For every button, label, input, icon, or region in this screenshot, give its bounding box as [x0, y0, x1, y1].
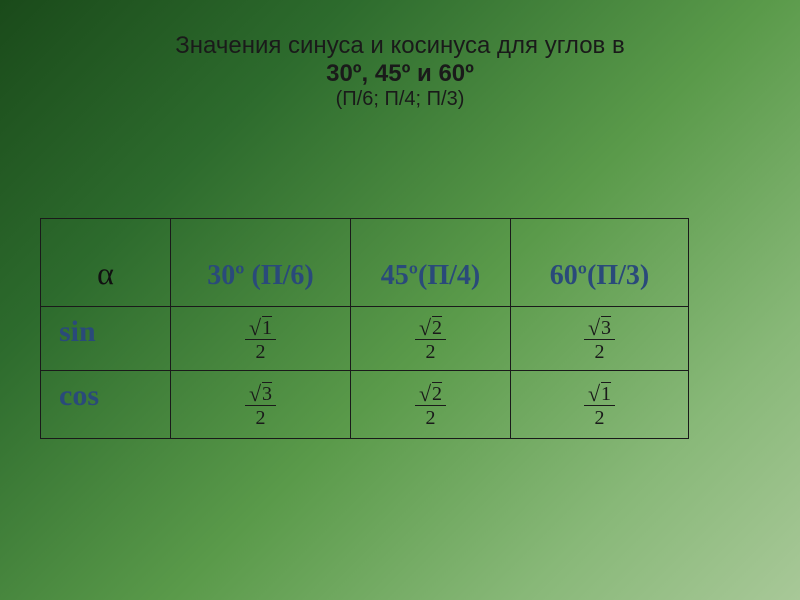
- cos-label: cos: [59, 379, 99, 412]
- sin-45-fraction: √2 2: [415, 316, 446, 362]
- table: α 30º (П/6) 45º(П/4) 60º(П/3) sin √1 2: [40, 218, 689, 439]
- angle-45-label: 45º(П/4): [381, 260, 480, 291]
- sin-45-cell: √2 2: [351, 307, 511, 371]
- header-row: α 30º (П/6) 45º(П/4) 60º(П/3): [41, 219, 689, 307]
- cos-45-num: √2: [415, 382, 446, 406]
- cos-45-den: 2: [415, 406, 446, 428]
- header-60-cell: 60º(П/3): [511, 219, 689, 307]
- sin-label: sin: [59, 315, 96, 348]
- title-text-3: (П/6; П/4; П/3): [336, 88, 465, 110]
- cos-30-fraction: √3 2: [245, 382, 276, 428]
- sin-60-cell: √3 2: [511, 307, 689, 371]
- sin-60-den: 2: [584, 340, 615, 362]
- header-30-cell: 30º (П/6): [171, 219, 351, 307]
- sin-60-fraction: √3 2: [584, 316, 615, 362]
- cos-45-fraction: √2 2: [415, 382, 446, 428]
- cos-60-den: 2: [584, 406, 615, 428]
- sin-label-cell: sin: [41, 307, 171, 371]
- cos-60-num: √1: [584, 382, 615, 406]
- title-text-2: 30º, 45º и 60º: [326, 60, 474, 87]
- sin-row: sin √1 2 √2 2 √3 2: [41, 307, 689, 371]
- title-line-3: (П/6; П/4; П/3): [0, 88, 800, 111]
- cos-45-radicand: 2: [431, 383, 442, 405]
- sin-30-den: 2: [245, 340, 276, 362]
- angle-60-label: 60º(П/3): [550, 260, 649, 291]
- cos-row: cos √3 2 √2 2 √1 2: [41, 371, 689, 439]
- sin-60-num: √3: [584, 316, 615, 340]
- cos-30-radicand: 3: [261, 383, 272, 405]
- angle-30-label: 30º (П/6): [207, 260, 313, 291]
- sin-30-fraction: √1 2: [245, 316, 276, 362]
- trig-table: α 30º (П/6) 45º(П/4) 60º(П/3) sin √1 2: [40, 218, 689, 439]
- sin-60-radicand: 3: [600, 317, 611, 339]
- cos-30-num: √3: [245, 382, 276, 406]
- cos-60-radicand: 1: [600, 383, 611, 405]
- slide-title: Значения синуса и косинуса для углов в 3…: [0, 0, 800, 111]
- sin-45-num: √2: [415, 316, 446, 340]
- header-45-cell: 45º(П/4): [351, 219, 511, 307]
- title-line-2: 30º, 45º и 60º: [0, 60, 800, 88]
- sin-45-den: 2: [415, 340, 446, 362]
- sin-30-num: √1: [245, 316, 276, 340]
- sin-30-cell: √1 2: [171, 307, 351, 371]
- cos-60-fraction: √1 2: [584, 382, 615, 428]
- title-text-1: Значения синуса и косинуса для углов в: [175, 32, 624, 59]
- sin-30-radicand: 1: [261, 317, 272, 339]
- cos-30-den: 2: [245, 406, 276, 428]
- cos-45-cell: √2 2: [351, 371, 511, 439]
- title-line-1: Значения синуса и косинуса для углов в: [0, 32, 800, 60]
- header-alpha-cell: α: [41, 219, 171, 307]
- cos-label-cell: cos: [41, 371, 171, 439]
- cos-30-cell: √3 2: [171, 371, 351, 439]
- cos-60-cell: √1 2: [511, 371, 689, 439]
- alpha-symbol: α: [97, 255, 114, 291]
- sin-45-radicand: 2: [431, 317, 442, 339]
